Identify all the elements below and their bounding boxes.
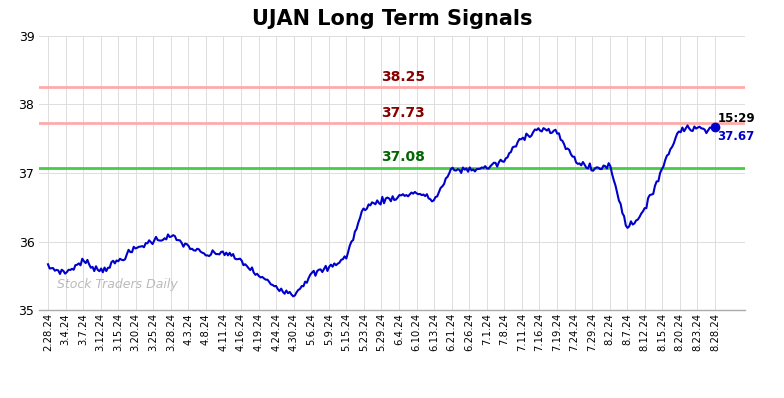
Title: UJAN Long Term Signals: UJAN Long Term Signals bbox=[252, 9, 532, 29]
Text: 37.73: 37.73 bbox=[382, 105, 425, 119]
Text: 37.08: 37.08 bbox=[382, 150, 426, 164]
Text: 37.67: 37.67 bbox=[717, 130, 755, 142]
Text: 38.25: 38.25 bbox=[382, 70, 426, 84]
Text: 15:29: 15:29 bbox=[717, 112, 755, 125]
Text: Stock Traders Daily: Stock Traders Daily bbox=[56, 278, 177, 291]
